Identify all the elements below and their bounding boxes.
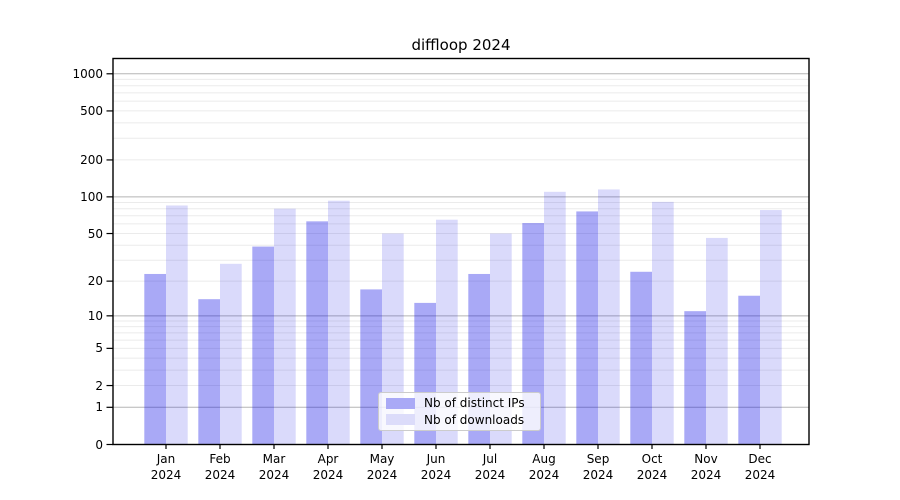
bar-downloads <box>328 200 350 445</box>
bar-downloads <box>490 233 512 445</box>
y-tick-label: 2 <box>95 378 103 393</box>
legend-swatch-downloads <box>386 414 415 426</box>
bar-downloads <box>274 208 296 445</box>
bar-downloads <box>706 237 728 445</box>
x-tick-label: Dec 2024 <box>744 452 776 482</box>
bar-distinct-ips <box>738 295 760 445</box>
y-tick-label: 50 <box>87 226 103 241</box>
bar-distinct-ips <box>576 211 598 445</box>
legend-label-distinct-ips: Nb of distinct IPs <box>424 396 525 411</box>
bar-downloads <box>220 263 242 445</box>
chart-title: diffloop 2024 <box>411 36 511 54</box>
bar-distinct-ips <box>198 299 220 445</box>
bar-downloads <box>436 219 458 445</box>
y-tick-label: 100 <box>80 189 103 204</box>
bar-distinct-ips <box>360 289 382 445</box>
x-tick-label: May 2024 <box>366 452 398 482</box>
legend-label-downloads: Nb of downloads <box>424 412 525 427</box>
bar-downloads <box>760 210 782 445</box>
x-tick-label: Sep 2024 <box>582 452 614 482</box>
x-tick-label: Aug 2024 <box>528 452 560 482</box>
y-tick-label: 10 <box>87 308 103 323</box>
bar-distinct-ips <box>252 246 274 445</box>
y-tick-label: 1 <box>95 400 103 415</box>
bar-distinct-ips <box>684 311 706 445</box>
legend: Nb of distinct IPs Nb of downloads <box>378 392 541 431</box>
x-tick-label: Oct 2024 <box>636 452 668 482</box>
legend-swatch-distinct-ips <box>386 397 415 409</box>
bar-downloads <box>166 205 188 445</box>
x-tick-label: Mar 2024 <box>258 452 290 482</box>
y-tick-label: 5 <box>95 341 103 356</box>
x-tick-label: Jul 2024 <box>474 452 506 482</box>
x-tick-label: Feb 2024 <box>204 452 236 482</box>
bar-distinct-ips <box>144 273 166 445</box>
bar-downloads <box>382 233 404 445</box>
bar-distinct-ips <box>630 271 652 445</box>
plot-border <box>112 57 810 446</box>
y-tick-label: 500 <box>80 103 103 118</box>
x-tick-label: Jun 2024 <box>420 452 452 482</box>
y-tick-label: 20 <box>87 274 103 289</box>
y-tick-label: 200 <box>80 152 103 167</box>
bar-distinct-ips <box>306 221 328 445</box>
y-tick-label: 1000 <box>72 66 103 81</box>
legend-item-downloads: Nb of downloads <box>379 413 540 427</box>
bar-downloads <box>544 191 566 445</box>
bar-distinct-ips <box>522 223 544 445</box>
legend-item-distinct-ips: Nb of distinct IPs <box>379 396 540 410</box>
x-tick-label: Apr 2024 <box>312 452 344 482</box>
x-tick-label: Nov 2024 <box>690 452 722 482</box>
bar-downloads <box>598 189 620 445</box>
x-tick-label: Jan 2024 <box>150 452 182 482</box>
bar-downloads <box>652 201 674 445</box>
y-tick-label: 0 <box>95 437 103 452</box>
